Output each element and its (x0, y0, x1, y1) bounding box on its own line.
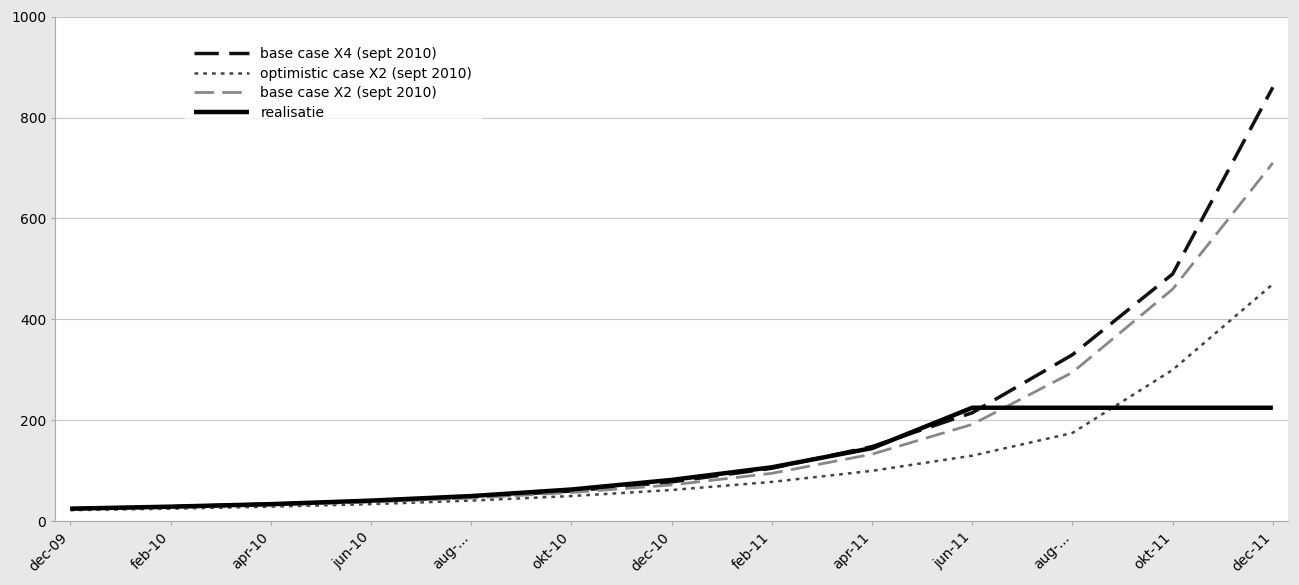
optimistic case X2 (sept 2010) (1065, 429, 1081, 436)
optimistic case X2 (sept 2010) (262, 503, 278, 510)
realisatie (62, 505, 78, 512)
base case X2 (sept 2010) (62, 505, 78, 512)
base case X2 (sept 2010) (864, 450, 879, 457)
Legend: base case X4 (sept 2010), optimistic case X2 (sept 2010), base case X2 (sept 201: base case X4 (sept 2010), optimistic cas… (186, 39, 481, 128)
base case X2 (sept 2010) (464, 494, 479, 501)
base case X4 (sept 2010) (464, 494, 479, 501)
realisatie (162, 503, 178, 510)
base case X2 (sept 2010) (1265, 160, 1281, 167)
Line: realisatie: realisatie (70, 408, 1273, 509)
base case X4 (sept 2010) (364, 498, 379, 505)
realisatie (262, 501, 278, 508)
optimistic case X2 (sept 2010) (964, 452, 979, 459)
Line: optimistic case X2 (sept 2010): optimistic case X2 (sept 2010) (70, 284, 1273, 510)
base case X2 (sept 2010) (664, 481, 679, 488)
realisatie (464, 493, 479, 500)
base case X4 (sept 2010) (764, 465, 779, 472)
base case X4 (sept 2010) (664, 479, 679, 486)
base case X2 (sept 2010) (564, 489, 579, 496)
base case X2 (sept 2010) (364, 498, 379, 505)
Line: base case X4 (sept 2010): base case X4 (sept 2010) (70, 87, 1273, 509)
base case X2 (sept 2010) (1065, 369, 1081, 376)
realisatie (1065, 404, 1081, 411)
optimistic case X2 (sept 2010) (1265, 281, 1281, 288)
base case X4 (sept 2010) (1165, 270, 1181, 277)
base case X4 (sept 2010) (162, 503, 178, 510)
optimistic case X2 (sept 2010) (1165, 366, 1181, 373)
optimistic case X2 (sept 2010) (364, 501, 379, 508)
optimistic case X2 (sept 2010) (664, 487, 679, 494)
realisatie (964, 404, 979, 411)
realisatie (864, 445, 879, 452)
base case X4 (sept 2010) (262, 501, 278, 508)
realisatie (764, 464, 779, 471)
optimistic case X2 (sept 2010) (62, 507, 78, 514)
optimistic case X2 (sept 2010) (464, 497, 479, 504)
optimistic case X2 (sept 2010) (564, 493, 579, 500)
optimistic case X2 (sept 2010) (864, 467, 879, 474)
base case X4 (sept 2010) (1065, 351, 1081, 358)
realisatie (564, 486, 579, 493)
realisatie (664, 476, 679, 483)
base case X4 (sept 2010) (864, 443, 879, 450)
optimistic case X2 (sept 2010) (162, 505, 178, 512)
Line: base case X2 (sept 2010): base case X2 (sept 2010) (70, 163, 1273, 509)
optimistic case X2 (sept 2010) (764, 479, 779, 486)
realisatie (1165, 404, 1181, 411)
base case X4 (sept 2010) (1265, 84, 1281, 91)
base case X2 (sept 2010) (764, 470, 779, 477)
base case X4 (sept 2010) (964, 410, 979, 417)
base case X2 (sept 2010) (1165, 285, 1181, 292)
base case X4 (sept 2010) (564, 487, 579, 494)
base case X2 (sept 2010) (162, 504, 178, 511)
realisatie (364, 497, 379, 504)
base case X2 (sept 2010) (262, 501, 278, 508)
base case X4 (sept 2010) (62, 505, 78, 512)
base case X2 (sept 2010) (964, 421, 979, 428)
realisatie (1265, 404, 1281, 411)
